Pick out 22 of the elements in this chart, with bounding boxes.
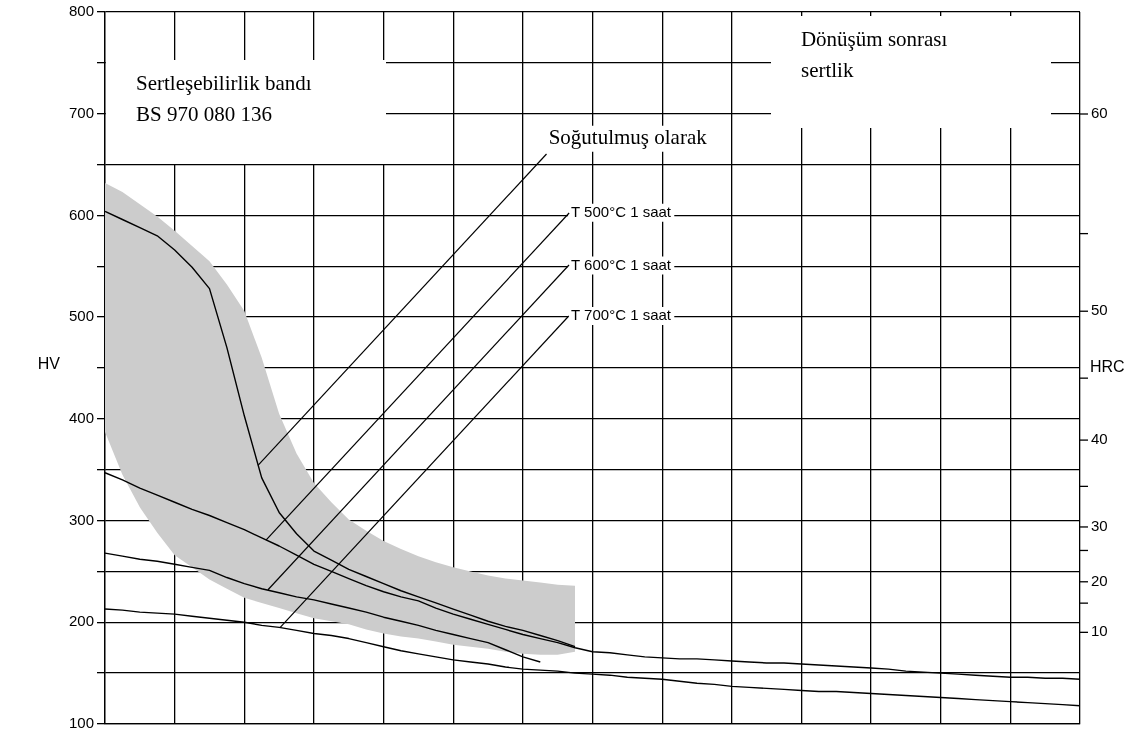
annotation: Sertleşebilirlik bandı BS 970 080 136 bbox=[135, 70, 312, 129]
y-tick-label: 500 bbox=[69, 307, 95, 325]
text: 30 bbox=[1091, 516, 1108, 534]
text: 20 bbox=[1091, 571, 1108, 589]
text: T 700°C 1 saat bbox=[571, 306, 672, 324]
y2-axis-title: HRC bbox=[1090, 358, 1125, 376]
text: 50 bbox=[1091, 301, 1108, 319]
text: T 500°C 1 saat bbox=[571, 202, 672, 220]
text: Soğutulmuş olarak bbox=[548, 125, 708, 150]
y-tick-label: 100 bbox=[69, 714, 95, 732]
annotation: Dönüşüm sonrası sertlik bbox=[799, 25, 948, 85]
text: 40 bbox=[1091, 430, 1108, 448]
y-axis-title: HV bbox=[37, 354, 61, 372]
text: 10 bbox=[1091, 622, 1108, 640]
y-tick-label: 800 bbox=[69, 2, 95, 20]
text: T 600°C 1 saat bbox=[571, 255, 672, 273]
y-tick-label: 700 bbox=[69, 103, 95, 121]
y-tick-label: 400 bbox=[69, 409, 95, 426]
y-tick-label: 600 bbox=[69, 205, 95, 223]
text: 60 bbox=[1091, 103, 1108, 121]
y-tick-label: 300 bbox=[69, 510, 95, 528]
y-tick-label: 200 bbox=[69, 612, 95, 630]
